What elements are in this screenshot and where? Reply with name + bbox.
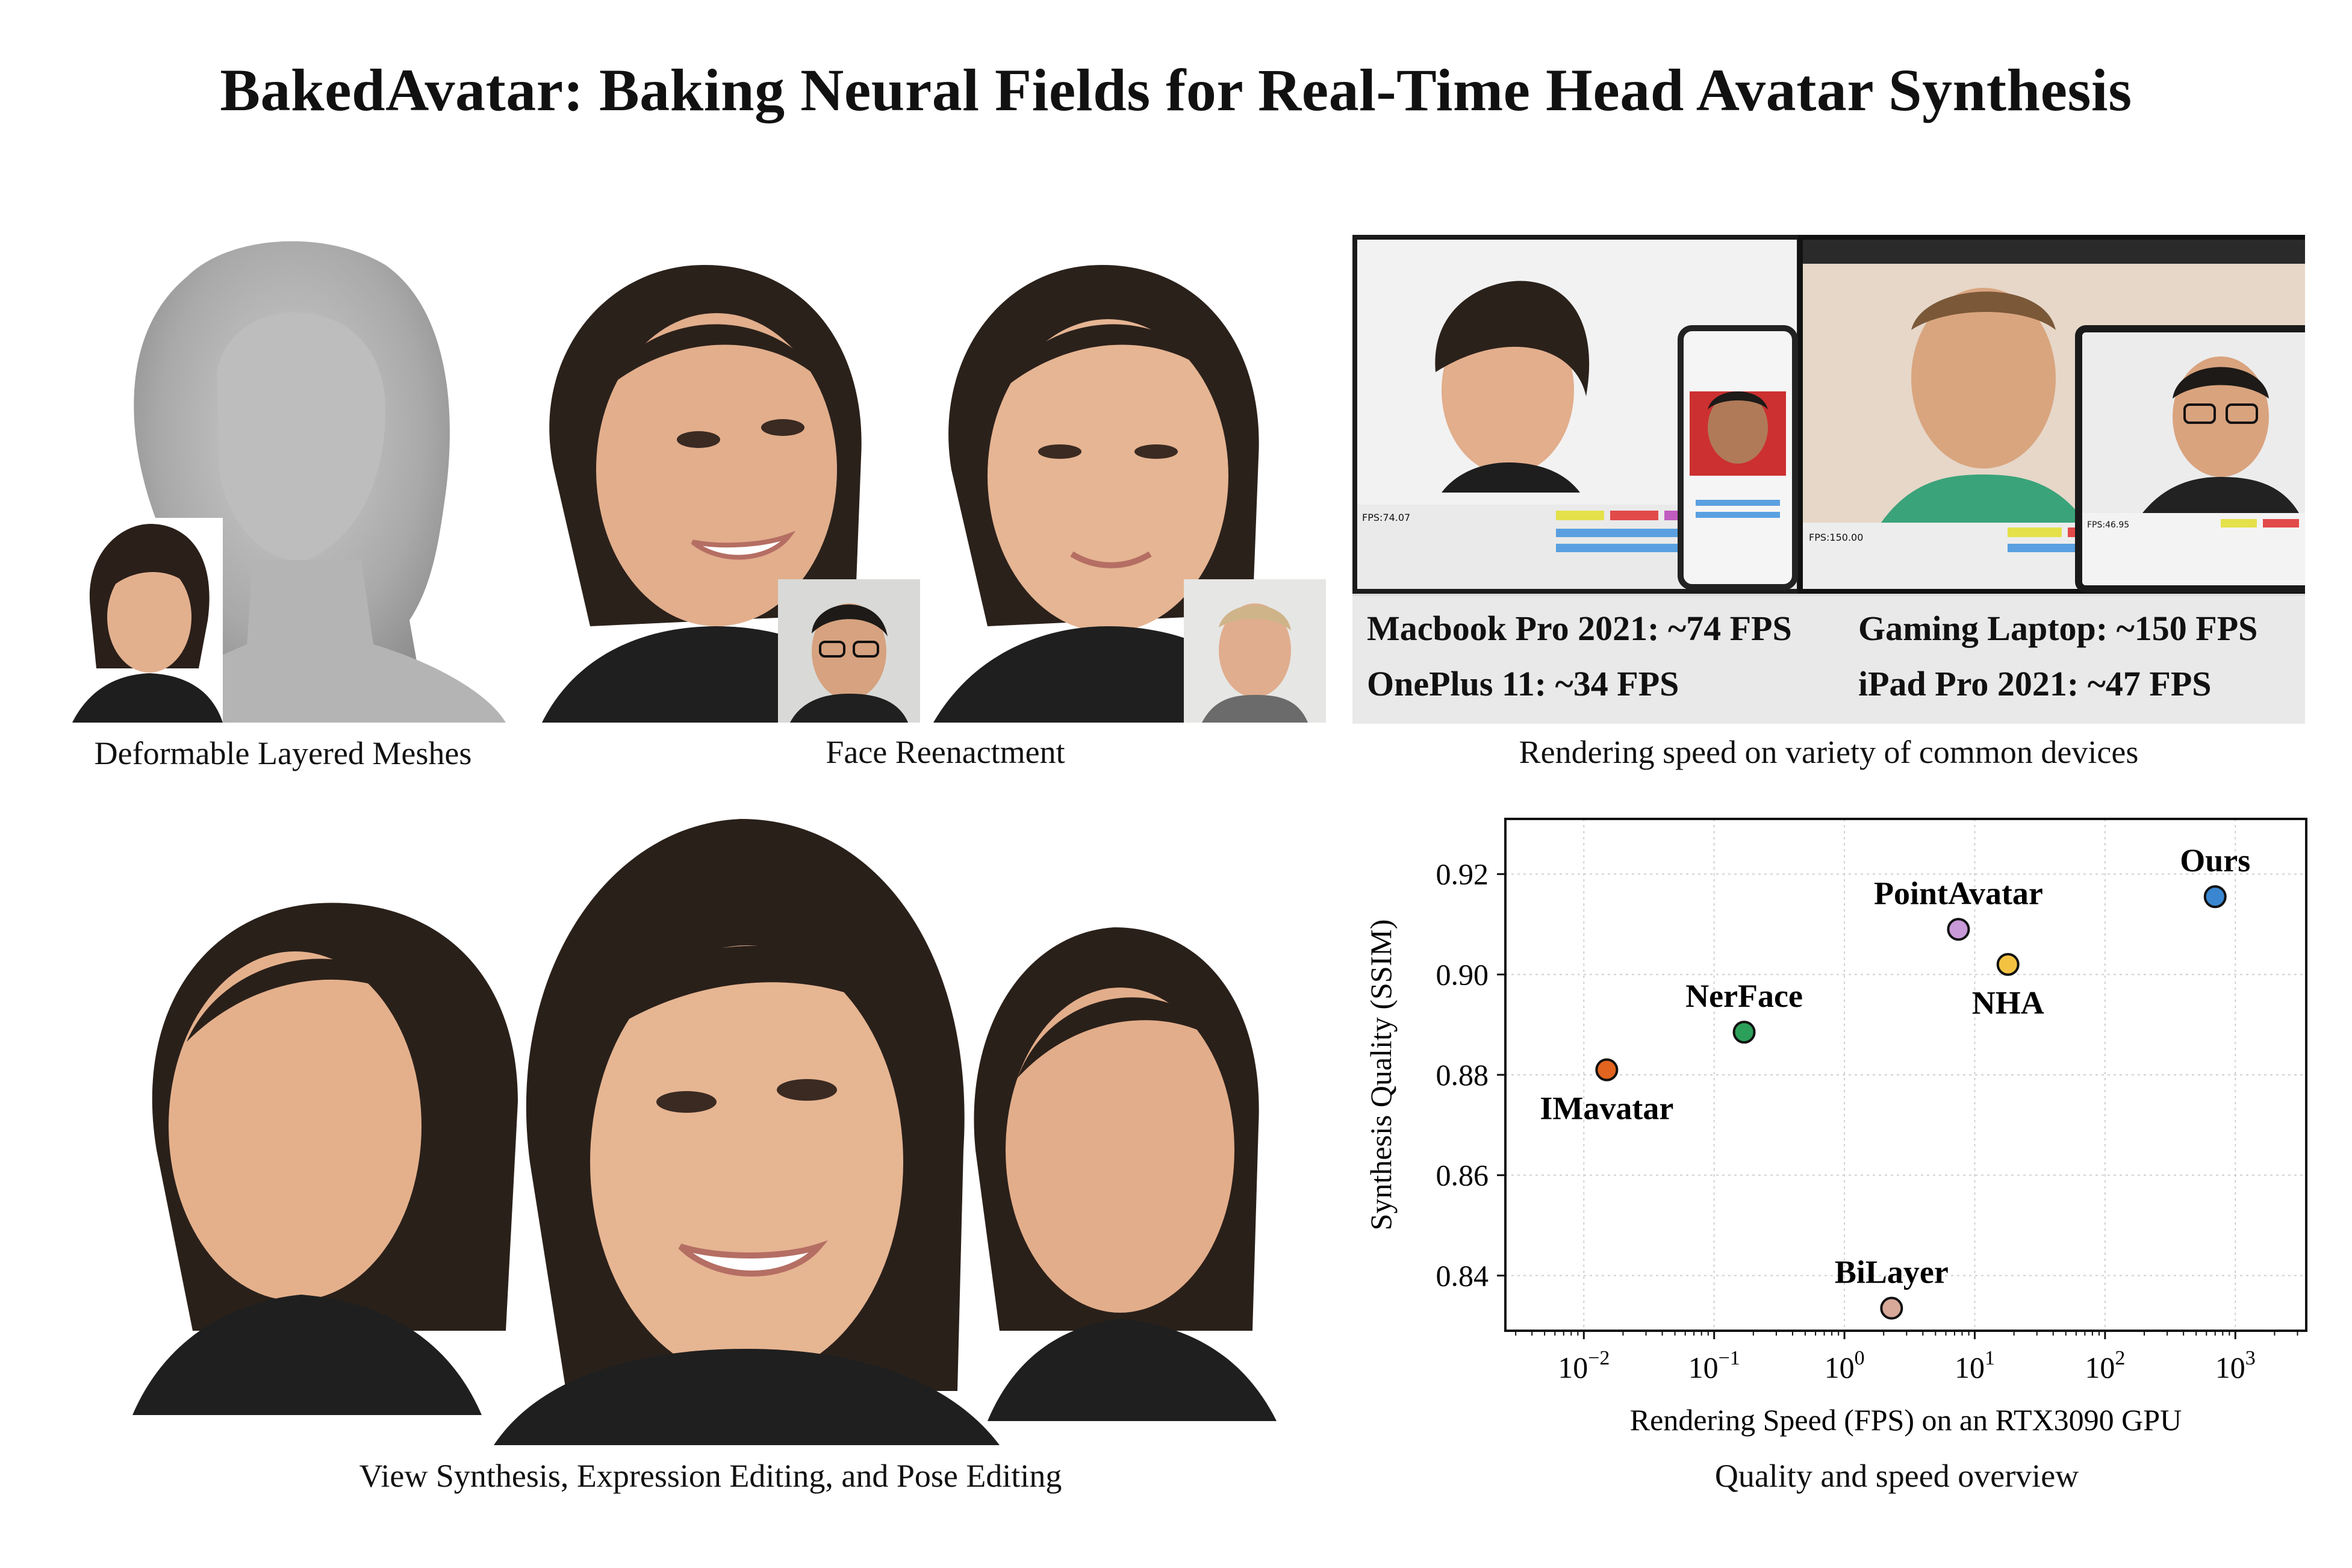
y-tick-label: 0.84 [1436,1258,1489,1292]
reenactment-caption: Face Reenactment [826,734,1065,770]
data-point-pointavatar [1947,918,1970,941]
x-tick-label: 10−2 [1558,1347,1610,1384]
ipad-fps-readout: FPS:46.95 [2087,520,2130,530]
x-tick-label: 10−1 [1688,1347,1740,1384]
oneplus-phone [1678,325,1798,590]
gaming-laptop-fps-label: Gaming Laptop: ~150 FPS [1858,609,2258,648]
paper-title: BakedAvatar: Baking Neural Fields for Re… [220,57,2132,123]
meshes-inset-photo [72,518,223,723]
data-point-ours [2203,885,2227,909]
y-axis-label: Synthesis Quality (SSIM) [1364,919,1398,1231]
data-point-imavatar [1595,1058,1619,1081]
x-axis-label: Rendering Speed (FPS) on an RTX3090 GPU [1630,1403,2182,1437]
x-tick-label: 101 [1955,1347,1995,1384]
x-tick-label: 103 [2215,1347,2256,1384]
meshes-caption: Deformable Layered Meshes [94,735,472,771]
data-point-nha [1996,953,2020,976]
overview-caption: Quality and speed overview [1714,1458,2079,1494]
gaming-laptop-fps-readout: FPS:150.00 [1809,532,1864,543]
overview-chart: 10−2 10−1 100 101 102 103 0.84 0.86 0.88 0.90 0.92… [1349,807,2312,1445]
fps-overlay [1352,596,2305,724]
x-tick-label: 102 [2085,1347,2125,1384]
view-synthesis-panel [120,789,1301,1445]
view-synthesis-caption: View Synthesis, Expression Editing, and … [359,1458,1062,1494]
ipad-fps-label: iPad Pro 2021: ~47 FPS [1858,664,2212,703]
macbook-fps-label: Macbook Pro 2021: ~74 FPS [1367,609,1792,648]
devices-panel: FPS:74.07 FPS:150.00 [1352,235,2305,724]
data-label-nha: NHA [1972,985,2044,1021]
y-tick-label: 0.88 [1436,1058,1489,1092]
ipad-screen: FPS:46.95 [2075,325,2305,593]
data-point-bilayer [1880,1296,1903,1320]
data-point-nerface [1732,1021,1756,1044]
y-tick-label: 0.92 [1436,857,1489,891]
macbook-fps-readout: FPS:74.07 [1362,512,1411,523]
reenactment-driver-2-image [1184,579,1326,723]
data-label-ours: Ours [2180,842,2250,879]
data-label-imavatar: IMavatar [1540,1090,1673,1127]
y-tick-label: 0.86 [1436,1159,1489,1192]
data-label-nerface: NerFace [1685,978,1803,1014]
scatter-plot: 10−2 10−1 100 101 102 103 0.84 0.86 0.88 0.90 0.92… [1364,818,2307,1437]
data-label-bilayer: BiLayer [1835,1254,1949,1290]
x-tick-label: 100 [1825,1347,1865,1384]
reenactment-driver-1-image [778,579,920,723]
reenactment-panel [518,241,1325,723]
y-tick-label: 0.90 [1436,957,1489,991]
oneplus-fps-label: OnePlus 11: ~34 FPS [1367,664,1679,703]
devices-caption: Rendering speed on variety of common dev… [1519,734,2139,770]
data-label-pointavatar: PointAvatar [1874,875,2043,911]
view-synthesis-photos [132,819,1277,1445]
reenactment-photos [542,265,1295,723]
